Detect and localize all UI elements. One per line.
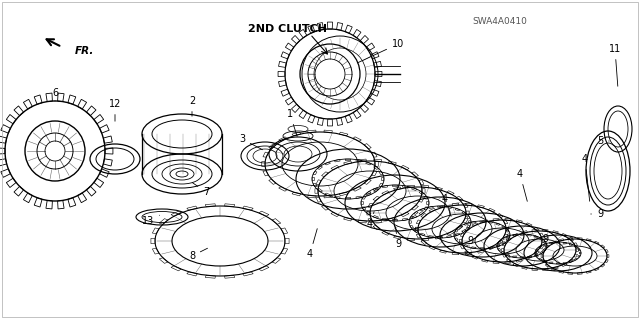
- Text: 9: 9: [591, 209, 603, 219]
- Text: 2: 2: [189, 96, 195, 116]
- Text: 9: 9: [535, 234, 548, 244]
- Text: 9: 9: [462, 231, 473, 246]
- Text: 1: 1: [287, 109, 297, 136]
- Text: SWA4A0410: SWA4A0410: [472, 17, 527, 26]
- Text: 12: 12: [109, 99, 121, 121]
- Text: 8: 8: [189, 248, 207, 261]
- Text: 6: 6: [52, 88, 58, 101]
- Text: 10: 10: [358, 39, 404, 63]
- Text: 4: 4: [442, 194, 451, 216]
- Text: 3: 3: [239, 134, 262, 150]
- Text: 13: 13: [142, 215, 159, 226]
- Text: 11: 11: [609, 44, 621, 86]
- Text: 9: 9: [395, 227, 401, 249]
- Text: 2ND CLUTCH: 2ND CLUTCH: [248, 24, 328, 34]
- Text: 4: 4: [307, 229, 317, 259]
- Text: 7: 7: [192, 182, 209, 197]
- Text: 4: 4: [367, 211, 374, 229]
- Text: 4: 4: [582, 154, 589, 201]
- Text: 4: 4: [517, 169, 527, 201]
- Text: FR.: FR.: [75, 46, 94, 56]
- Text: 5: 5: [597, 136, 609, 146]
